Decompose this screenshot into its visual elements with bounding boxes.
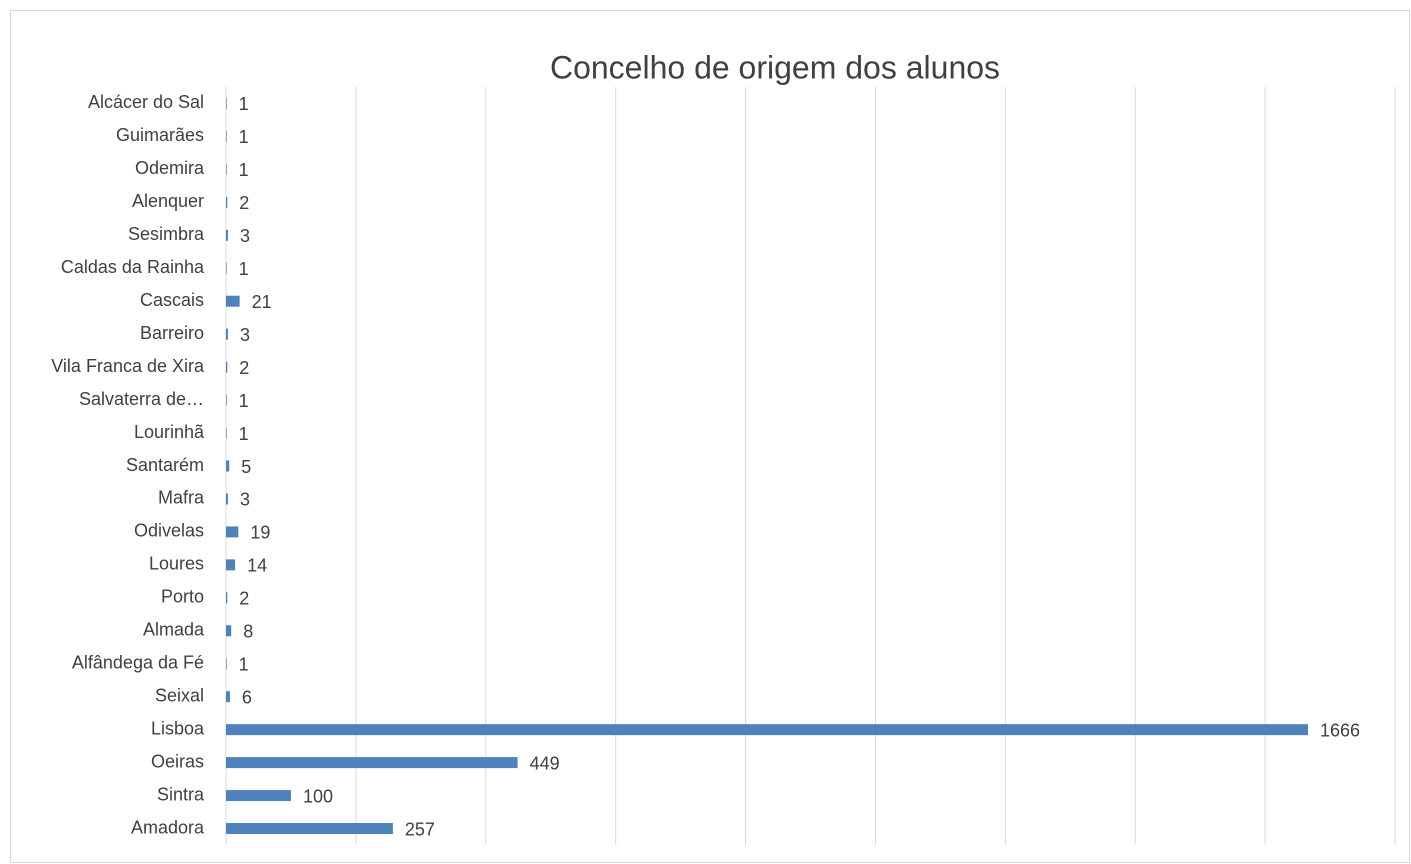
bar [226, 625, 232, 637]
data-label: 1 [239, 259, 249, 279]
y-tick-label: Lisboa [151, 718, 205, 738]
y-tick-label: Porto [161, 587, 204, 607]
y-tick-label: Caldas da Rainha [61, 257, 205, 277]
chart-frame [10, 10, 1410, 863]
bar [226, 592, 228, 604]
y-tick-label: Lourinhã [134, 422, 205, 442]
bar [226, 559, 236, 571]
data-label: 1 [239, 654, 249, 674]
data-label: 2 [239, 193, 249, 213]
y-tick-label: Alenquer [132, 191, 204, 211]
y-tick-label: Santarém [126, 455, 204, 475]
data-label: 1 [239, 127, 249, 147]
bar [226, 823, 393, 835]
data-label: 14 [247, 556, 267, 576]
bar [226, 295, 240, 307]
bar [226, 262, 227, 274]
bar [226, 724, 1308, 736]
y-tick-label: Alfândega da Fé [72, 652, 204, 672]
bar [226, 97, 227, 109]
chart-title: Concelho de origem dos alunos [550, 49, 1000, 85]
bar [226, 328, 228, 340]
data-label: 100 [303, 786, 333, 806]
data-label: 3 [240, 226, 250, 246]
bar [226, 427, 227, 439]
data-label: 21 [252, 292, 272, 312]
data-label: 2 [239, 589, 249, 609]
bar [226, 394, 227, 406]
y-tick-label: Amadora [131, 817, 205, 837]
bar [226, 130, 227, 142]
y-tick-label: Oeiras [151, 751, 204, 771]
bar [226, 229, 228, 241]
y-tick-label: Loures [149, 554, 204, 574]
y-tick-label: Odemira [135, 158, 205, 178]
y-tick-label: Cascais [140, 290, 204, 310]
y-tick-label: Mafra [158, 488, 205, 508]
bar [226, 658, 227, 670]
data-label: 3 [240, 325, 250, 345]
bar [226, 757, 518, 769]
data-label: 1 [239, 160, 249, 180]
data-label: 1 [239, 94, 249, 114]
bar [226, 196, 228, 208]
data-label: 5 [241, 457, 251, 477]
data-label: 257 [405, 819, 435, 839]
bar [226, 526, 239, 538]
y-tick-label: Sintra [157, 784, 205, 804]
y-tick-label: Seixal [155, 685, 204, 705]
y-tick-label: Salvaterra de… [79, 389, 204, 409]
bar [226, 163, 227, 175]
data-label: 1 [239, 424, 249, 444]
y-tick-label: Odivelas [134, 521, 204, 541]
data-label: 19 [250, 523, 270, 543]
y-tick-label: Sesimbra [128, 224, 205, 244]
y-tick-label: Alcácer do Sal [88, 92, 204, 112]
data-label: 8 [243, 622, 253, 642]
y-tick-label: Barreiro [140, 323, 204, 343]
bar [226, 691, 230, 703]
data-label: 1 [239, 391, 249, 411]
y-tick-label: Almada [143, 620, 205, 640]
y-tick-label: Vila Franca de Xira [51, 356, 205, 376]
y-tick-label: Guimarães [116, 125, 204, 145]
bar [226, 460, 230, 472]
data-label: 6 [242, 687, 252, 707]
data-label: 3 [240, 490, 250, 510]
data-label: 1666 [1320, 720, 1360, 740]
bar [226, 493, 228, 505]
bar [226, 361, 228, 373]
data-label: 449 [530, 753, 560, 773]
bar [226, 790, 291, 802]
data-label: 2 [239, 358, 249, 378]
